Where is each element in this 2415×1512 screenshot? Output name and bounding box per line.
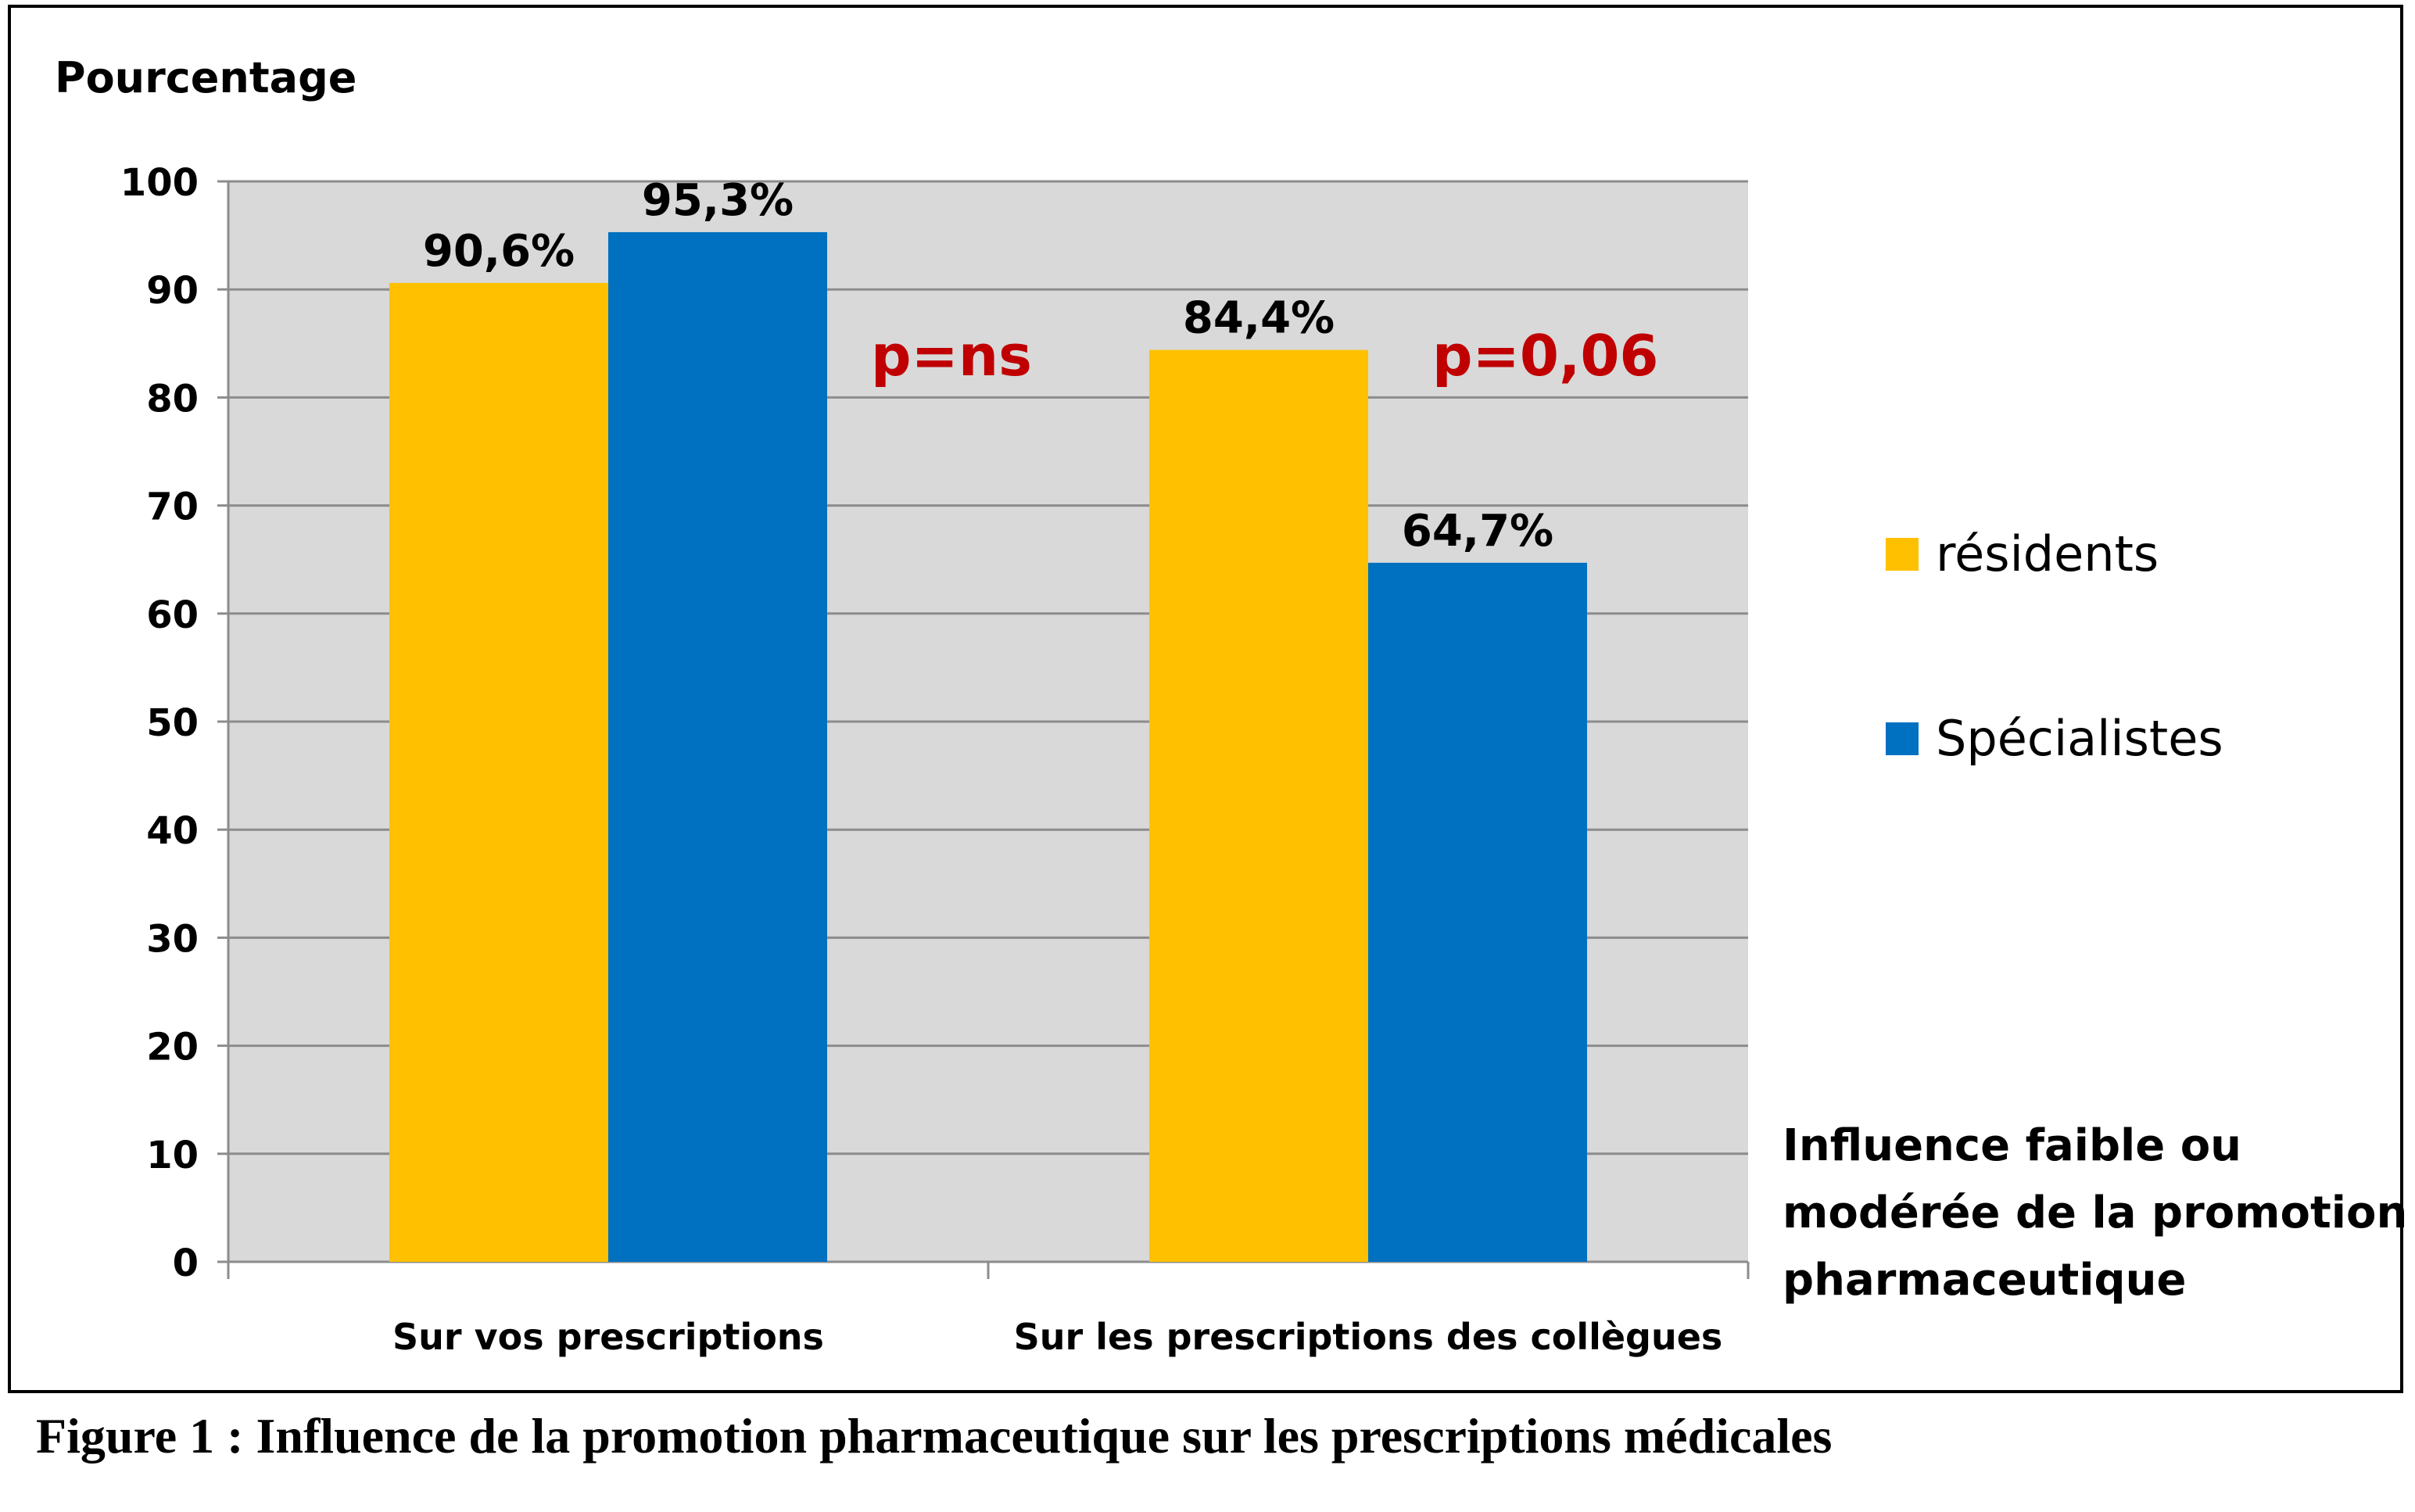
x-tick-label: Sur les prescriptions des collègues [1014,1316,1723,1358]
bar-value-label: 84,4% [1183,293,1335,344]
y-tick-label: 20 [146,1026,199,1070]
legend-swatch [1886,538,1919,571]
y-tick-label: 100 [120,161,199,205]
bar [1368,562,1587,1262]
y-axis-title: Pourcentage [55,53,357,102]
bar-chart: 0 10 20 30 40 50 60 70 80 90 100 Pourcentage 90,6% 95… [55,53,2406,1358]
y-tick-label: 50 [146,701,199,745]
chart-frame: 0 10 20 30 40 50 60 70 80 90 100 Pourcentage 90,6% 95… [8,5,2406,1393]
figure-caption: Figure 1 : Influence de la promotion pha… [36,1408,1833,1464]
x-axis-title-line: modérée de la promotion [1783,1188,2406,1238]
y-tick-label: 10 [146,1134,199,1177]
y-tick-label: 90 [146,269,199,313]
y-tick-label: 70 [146,485,199,529]
legend-label: Spécialistes [1936,710,2223,767]
bar-value-label: 95,3% [642,175,794,226]
bar [1149,349,1368,1262]
bar [389,282,608,1263]
legend-swatch [1886,722,1919,755]
x-axis-title-line: Influence faible ou [1783,1120,2241,1171]
bar-value-label: 90,6% [423,226,575,277]
y-tick-label: 80 [146,377,199,421]
legend-label: résidents [1936,525,2159,582]
y-tick-label: 0 [173,1241,199,1285]
significance-annotation: p=0,06 [1432,323,1659,389]
y-tick-label: 40 [146,809,199,853]
y-tick-label: 30 [146,917,199,961]
bar [608,231,827,1263]
bar-value-label: 64,7% [1402,506,1553,557]
y-tick-label: 60 [146,593,199,637]
x-tick-label: Sur vos prescriptions [392,1316,824,1358]
significance-annotation: p=ns [871,323,1032,389]
x-axis-title-line: pharmaceutique [1783,1255,2186,1306]
